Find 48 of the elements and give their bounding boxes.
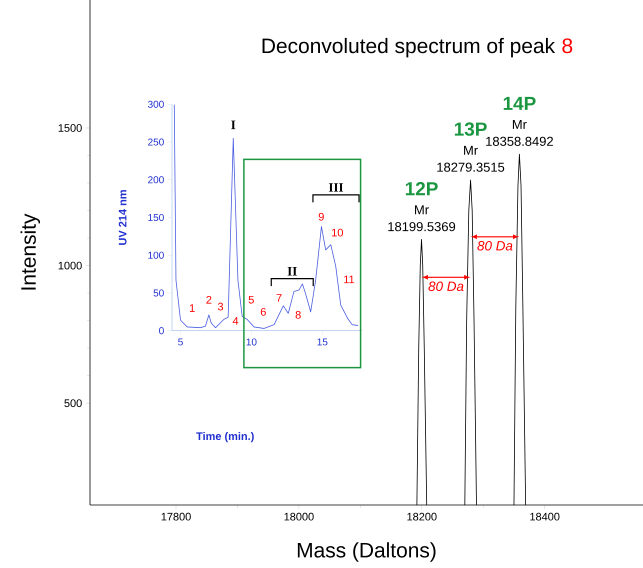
annotation: 11 <box>344 276 354 284</box>
y-tick-label: 500 <box>64 399 82 408</box>
y-tick-label: 100 <box>148 252 164 259</box>
annotation: 18199.5369 <box>388 222 456 232</box>
annotation: 9 <box>318 212 324 221</box>
y-tick-label: 300 <box>148 100 164 108</box>
annotation: 5 <box>248 296 254 304</box>
annotation: III <box>328 183 344 192</box>
annotation: 3 <box>218 302 224 310</box>
annotation: 80 Da <box>428 282 464 292</box>
text: Deconvoluted spectrum of peak <box>262 38 556 58</box>
y-tick-label: 1500 <box>58 124 82 132</box>
x-tick-label: 18000 <box>284 512 314 521</box>
annotation: 80 Da <box>477 240 512 251</box>
annotation: 13P <box>454 122 487 136</box>
x-axis-title: Time (min.) <box>196 432 254 442</box>
annotation: 8 <box>562 38 572 54</box>
annotation: 7 <box>276 294 282 302</box>
x-tick-label: 17800 <box>162 512 191 521</box>
y-axis-title: Intensity <box>20 214 40 290</box>
x-axis-title: Mass (Daltons) <box>298 542 436 562</box>
y-tick-label: 0 <box>159 327 164 334</box>
x-tick-label: 18400 <box>530 512 560 521</box>
y-tick-label: 150 <box>148 214 164 222</box>
y-tick-label: 250 <box>148 138 164 146</box>
annotation: Mr <box>415 205 429 214</box>
annotation: II <box>288 266 297 276</box>
annotation: 18279.3515 <box>437 162 504 172</box>
x-tick-label: 10 <box>246 338 257 346</box>
annotation: 18358.8492 <box>486 136 553 146</box>
annotation: Mr <box>512 120 527 129</box>
annotation: 8 <box>296 310 301 319</box>
x-tick-label: 18200 <box>407 512 437 521</box>
annotation: 2 <box>206 296 212 304</box>
annotation: 4 <box>232 317 238 325</box>
x-tick-label: 15 <box>318 338 328 346</box>
annotation: 12P <box>406 182 438 196</box>
annotation: 6 <box>260 308 266 316</box>
annotation: 14P <box>504 96 536 110</box>
annotation: Mr <box>464 146 478 155</box>
y-tick-label: 50 <box>154 289 164 296</box>
annotation: 10 <box>332 228 343 236</box>
x-tick-label: 5 <box>178 338 183 346</box>
annotation: I <box>231 120 236 130</box>
y-tick-label: 1000 <box>58 262 82 270</box>
annotation: 1 <box>190 304 195 312</box>
y-axis-title: UV 214 nm <box>118 190 126 245</box>
y-tick-label: 200 <box>148 176 164 184</box>
